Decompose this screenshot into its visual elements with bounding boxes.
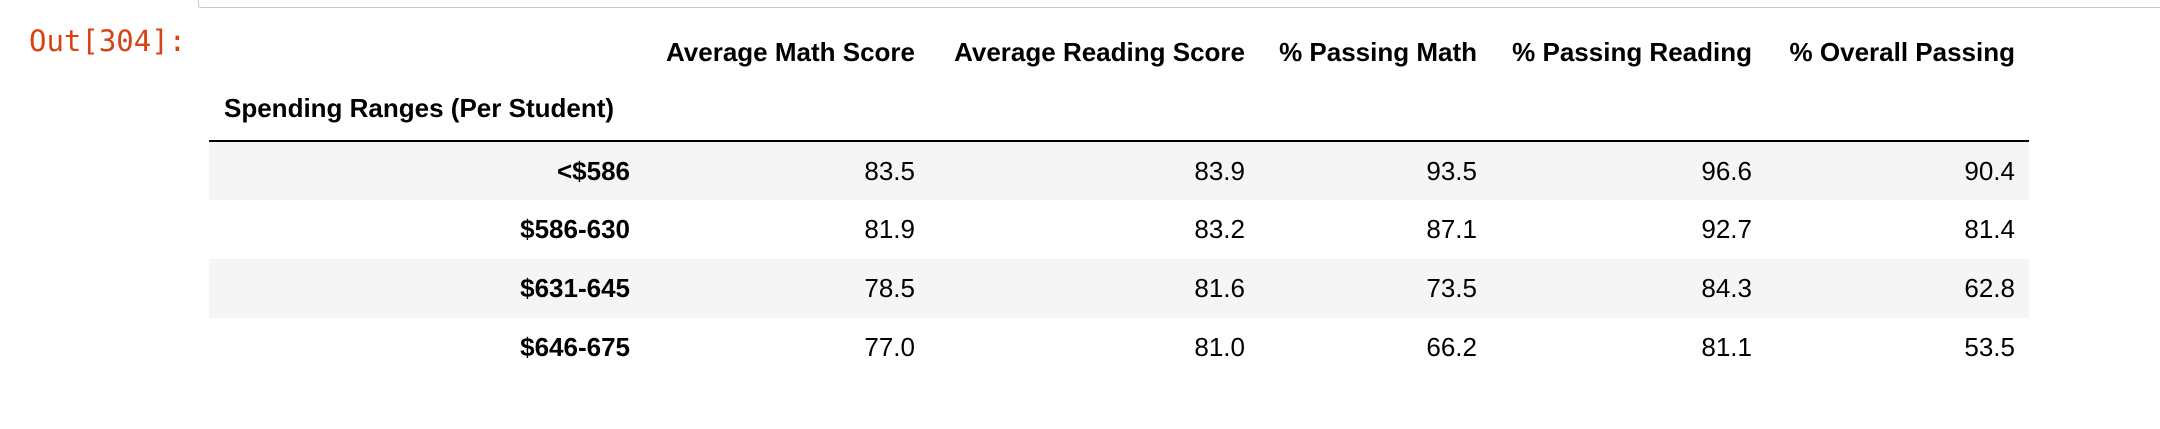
- column-header-row: Average Math Score Average Reading Score…: [209, 28, 2029, 76]
- table-row: $631-645 78.5 81.6 73.5 84.3 62.8: [209, 259, 2029, 318]
- table-cell: 81.9: [864, 214, 915, 244]
- table-cell: 87.1: [1426, 214, 1477, 244]
- table-row: $586-630 81.9 83.2 87.1 92.7 81.4: [209, 200, 2029, 259]
- table-cell: 81.4: [1964, 214, 2015, 244]
- table-cell: 93.5: [1426, 155, 1477, 186]
- dataframe-output: Average Math Score Average Reading Score…: [209, 28, 2029, 377]
- row-index: $631-645: [520, 273, 630, 303]
- table-cell: 73.5: [1426, 273, 1477, 303]
- table-cell: 77.0: [864, 332, 915, 362]
- table-row: <$586 83.5 83.9 93.5 96.6 90.4: [209, 141, 2029, 200]
- table-cell: 78.5: [864, 273, 915, 303]
- table-cell: 84.3: [1701, 273, 1752, 303]
- index-name: Spending Ranges (Per Student): [209, 76, 644, 142]
- output-prompt: Out[304]:: [29, 24, 187, 58]
- column-header: Average Reading Score: [954, 36, 1245, 67]
- table-cell: 96.6: [1701, 155, 1752, 186]
- table-cell: 83.9: [1194, 155, 1245, 186]
- row-index: $646-675: [520, 332, 630, 362]
- table-cell: 92.7: [1701, 214, 1752, 244]
- table-cell: 62.8: [1964, 273, 2015, 303]
- table-cell: 81.1: [1701, 332, 1752, 362]
- table-cell: 83.5: [864, 155, 915, 186]
- column-header: % Overall Passing: [1789, 36, 2015, 67]
- table-cell: 66.2: [1426, 332, 1477, 362]
- column-header: % Passing Reading: [1512, 36, 1752, 67]
- table-cell: 81.6: [1194, 273, 1245, 303]
- column-header: Average Math Score: [665, 36, 915, 67]
- column-header: % Passing Math: [1279, 36, 1477, 67]
- row-index: $586-630: [520, 214, 630, 244]
- row-index: <$586: [556, 155, 630, 186]
- table-cell: 90.4: [1964, 155, 2015, 186]
- table-row: $646-675 77.0 81.0 66.2 81.1 53.5: [209, 318, 2029, 377]
- previous-cell-border: [198, 0, 2160, 8]
- table-cell: 83.2: [1194, 214, 1245, 244]
- corner-cell: [209, 28, 644, 76]
- index-name-row: Spending Ranges (Per Student): [209, 76, 2029, 142]
- table-cell: 53.5: [1964, 332, 2015, 362]
- table-cell: 81.0: [1194, 332, 1245, 362]
- dataframe-table: Average Math Score Average Reading Score…: [209, 28, 2029, 377]
